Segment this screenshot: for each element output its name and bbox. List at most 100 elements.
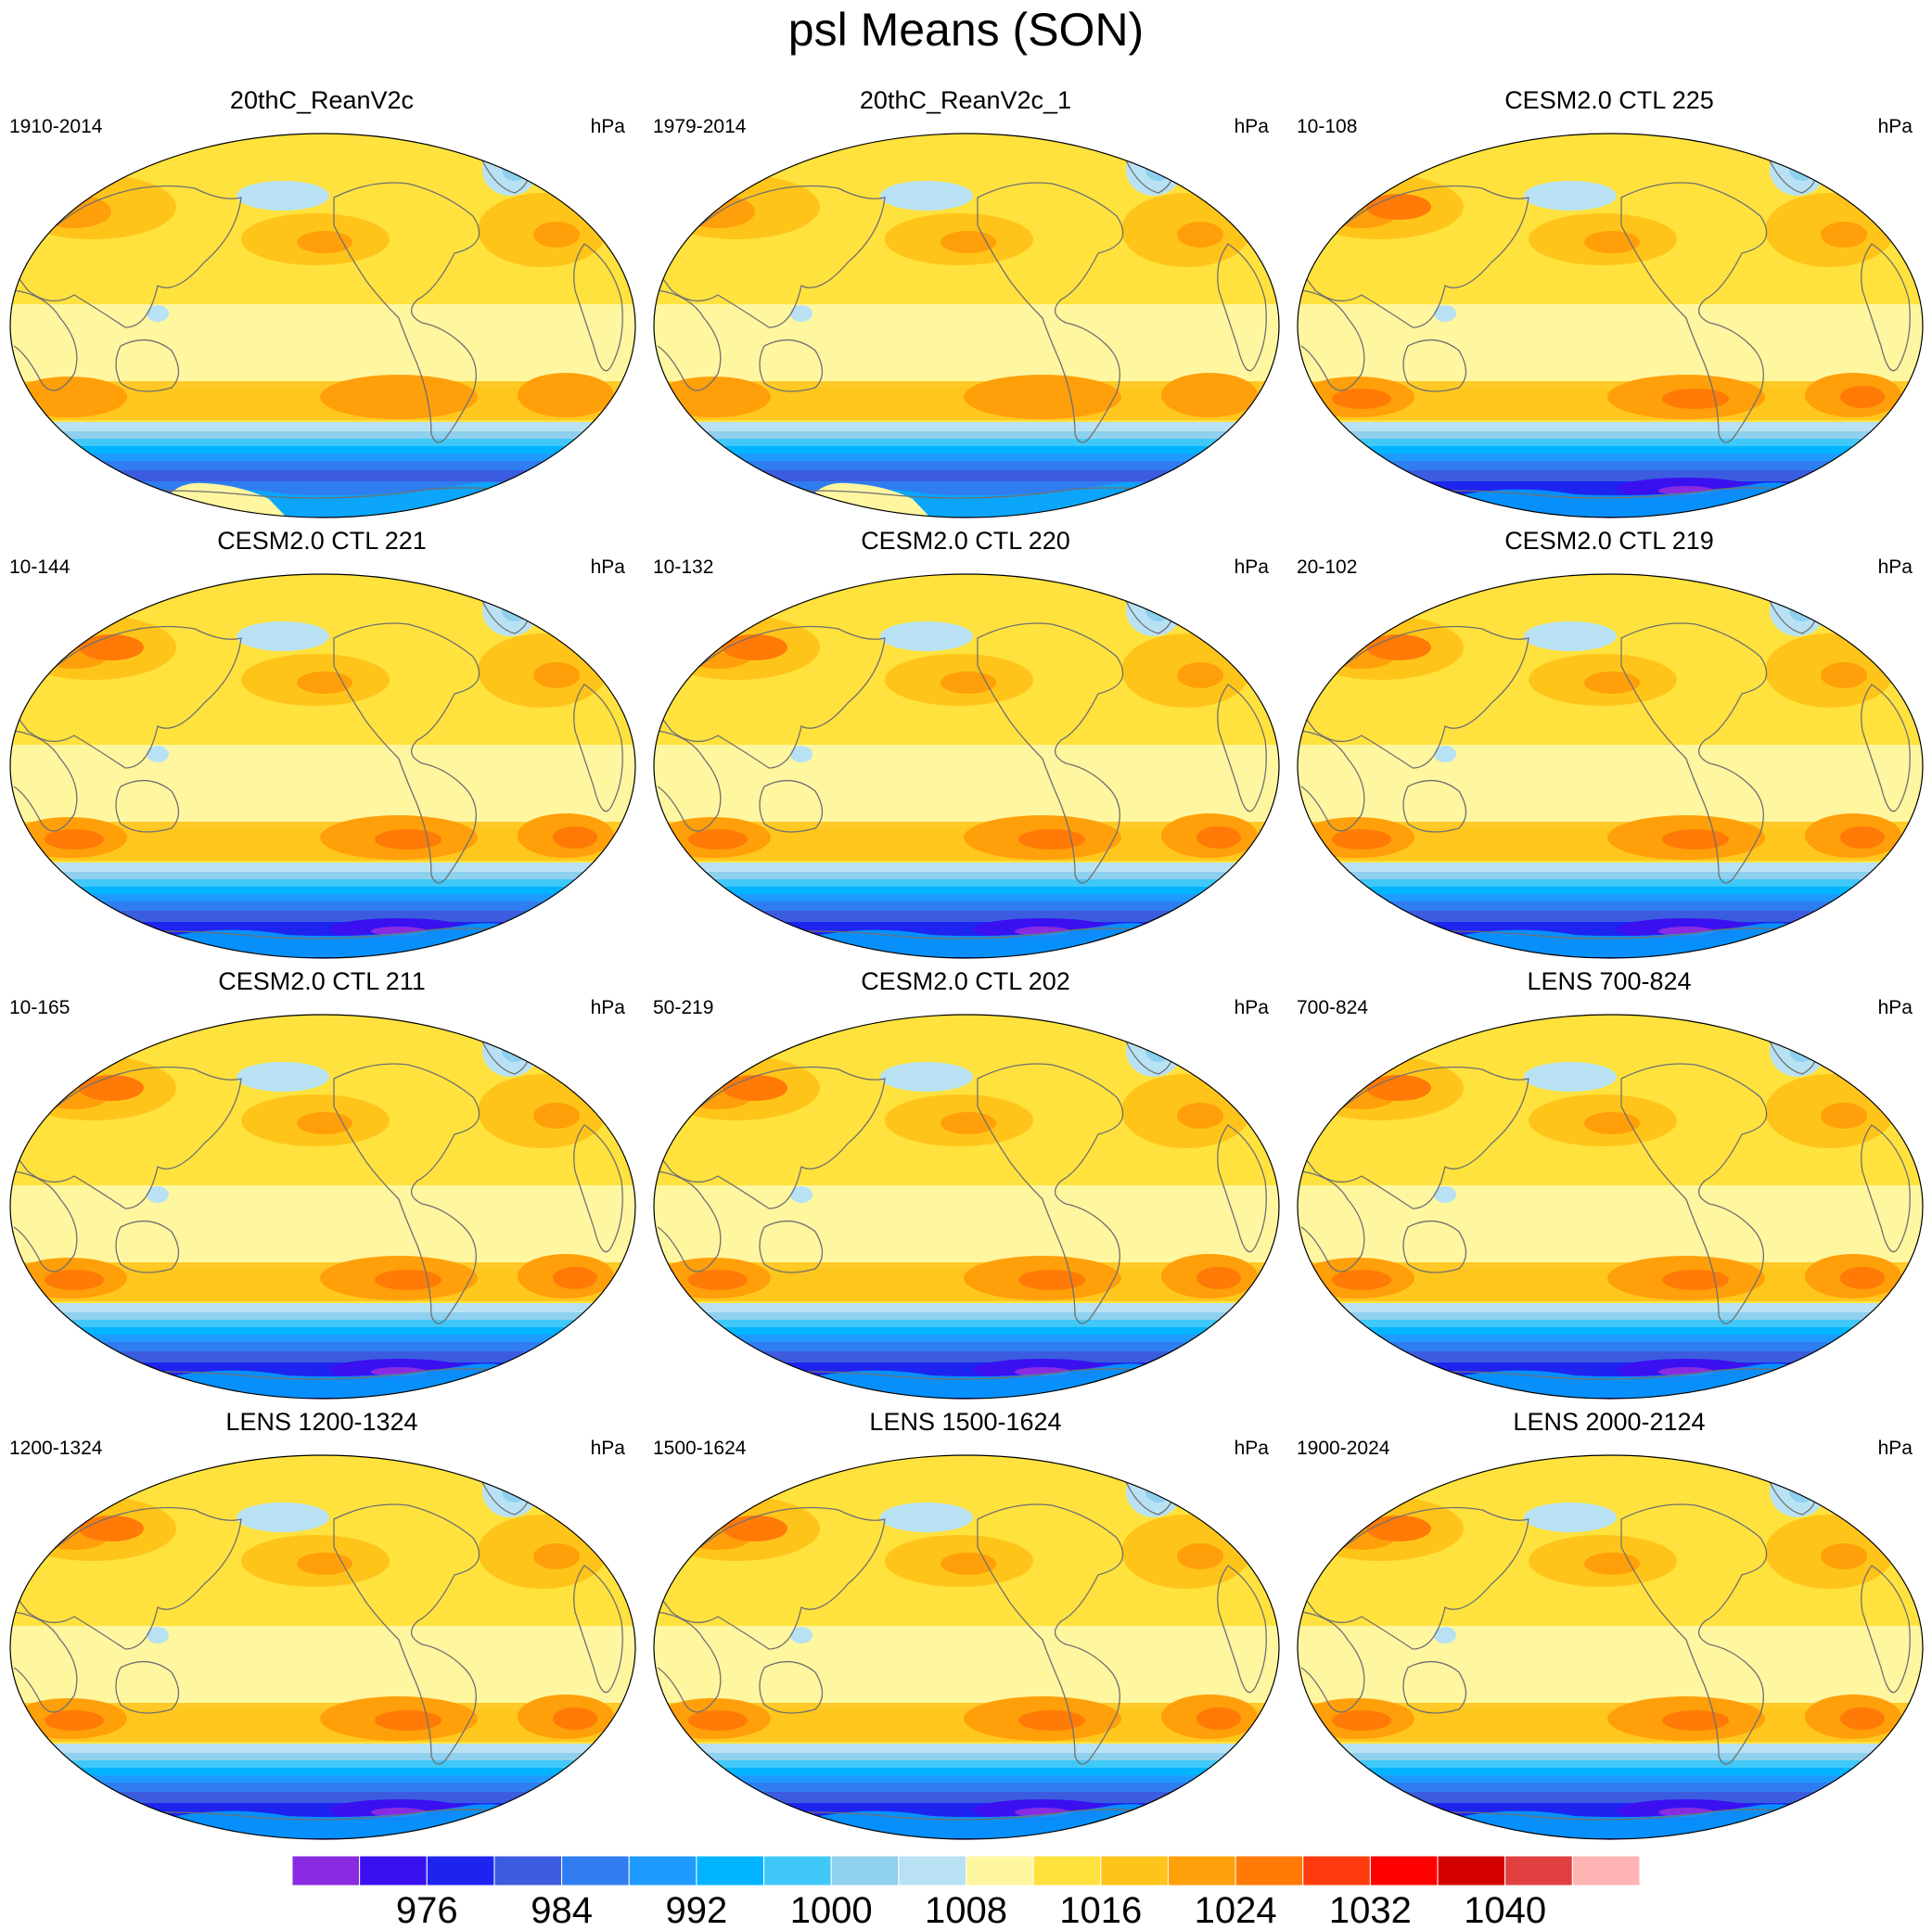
aleutian-low [237,1503,329,1532]
coastline [1402,1221,1467,1273]
icelandic-low [482,144,538,196]
southern-ocean-band [10,1312,635,1320]
colorbar-swatch [1100,1856,1169,1886]
subtropical-high-core [1332,829,1391,850]
southern-ocean-band [1298,1760,1923,1768]
siberian-high [79,1075,144,1101]
northern-high-core [297,671,352,694]
tropical-low [147,746,169,762]
southern-ocean-band [1298,1783,1923,1792]
southern-ocean-band [654,863,1279,872]
southern-ocean-band [654,1768,1279,1775]
panel-title: LENS 2000-2124 [1513,1408,1706,1436]
southern-ocean-band [10,439,635,446]
psl-map [9,1454,636,1840]
panel-units: hPa [1234,1438,1269,1459]
northern-high-core [1821,1543,1867,1569]
panel-title: CESM2.0 CTL 211 [218,967,426,995]
coastline [1300,730,1365,832]
map-panel: CESM2.0 CTL 225 10-108 hPa [1287,85,1931,521]
southern-ocean-band [10,863,635,872]
coastline [759,780,824,833]
subtropical-high-core [45,1270,104,1290]
colorbar-swatch [1437,1856,1506,1886]
panel-units: hPa [590,1438,625,1459]
colorbar [292,1856,1640,1886]
map-panel: LENS 2000-2124 1900-2024 hPa [1287,1407,1931,1843]
coastline [1861,1565,1911,1694]
northern-high-core [940,671,996,694]
pacific-tropics [102,1188,529,1266]
coastline [13,625,242,769]
northern-high-core [940,231,996,253]
northern-high-core [1177,222,1223,248]
aleutian-low [880,181,973,211]
coastline [1300,625,1529,769]
panel-units: hPa [590,997,625,1018]
siberian-high [723,634,787,660]
map-outline [653,573,1280,959]
panel-units: hPa [1877,1438,1913,1459]
subtropical-high-core [1840,826,1885,849]
northern-high-core [533,1103,580,1129]
map-outline [653,1454,1280,1840]
coastline [333,1503,480,1765]
southern-ocean-band [10,1768,635,1775]
panel-units: hPa [1234,556,1269,578]
psl-map [653,133,1280,518]
southern-ocean-band [1298,1312,1923,1320]
colorbar-swatch [359,1856,428,1886]
tropical-low [790,305,812,322]
coastline [1300,1066,1529,1209]
map-panel: CESM2.0 CTL 211 10-165 hPa [0,966,644,1402]
pacific-tropics [102,307,529,385]
coastline [657,185,886,328]
northern-high-core [1821,662,1867,688]
panel-units: hPa [1877,116,1913,137]
figure-title: psl Means (SON) [787,4,1145,56]
pacific-tropics [102,748,529,825]
northern-high-core [1821,1103,1867,1129]
siberian-high [1366,634,1431,660]
panel-title: LENS 700-824 [1527,967,1692,995]
coastline [977,1503,1124,1765]
psl-map [653,573,1280,959]
siberian-high [1366,1075,1431,1101]
tropical-low [790,1186,812,1203]
southern-ocean-band [10,902,635,911]
map-outline [9,133,636,518]
coastline [333,1063,480,1324]
southern-ocean-band [10,422,635,431]
southern-ocean-band [654,894,1279,902]
colorbar-label: 1000 [789,1890,873,1931]
southern-ocean-band [654,902,1279,911]
icelandic-low [1126,144,1182,196]
colorbar-swatch [493,1856,563,1886]
southern-ocean-band [10,1783,635,1792]
map-panel: CESM2.0 CTL 220 10-132 hPa [644,526,1287,962]
northern-high-core [533,662,580,688]
southern-ocean-band [654,1320,1279,1327]
southern-ocean-band [654,1303,1279,1312]
colorbar-label: 984 [531,1890,593,1931]
colorbar-swatch [1235,1856,1304,1886]
aleutian-low [1524,181,1617,211]
coastline [1620,622,1768,884]
southern-ocean-band [10,879,635,887]
map-panel: CESM2.0 CTL 221 10-144 hPa [0,526,644,962]
pacific-tropics [1389,1188,1816,1266]
coastline [657,730,722,832]
coastline [657,1506,886,1650]
map-panel: LENS 1500-1624 1500-1624 hPa [644,1407,1287,1843]
coastline [13,1066,242,1209]
subtropical-high-core [688,389,748,409]
panel-title: CESM2.0 CTL 225 [1504,86,1714,114]
colorbar-swatch [966,1856,1034,1886]
southern-ocean-band [10,1753,635,1760]
northern-high-core [297,1553,352,1575]
southern-ocean-band [654,461,1279,470]
coastline [1620,1503,1768,1765]
map-panel: 20thC_ReanV2c 1910-2014 hPa [0,85,644,521]
southern-ocean-band [10,446,635,454]
map-outline [1297,1454,1924,1840]
